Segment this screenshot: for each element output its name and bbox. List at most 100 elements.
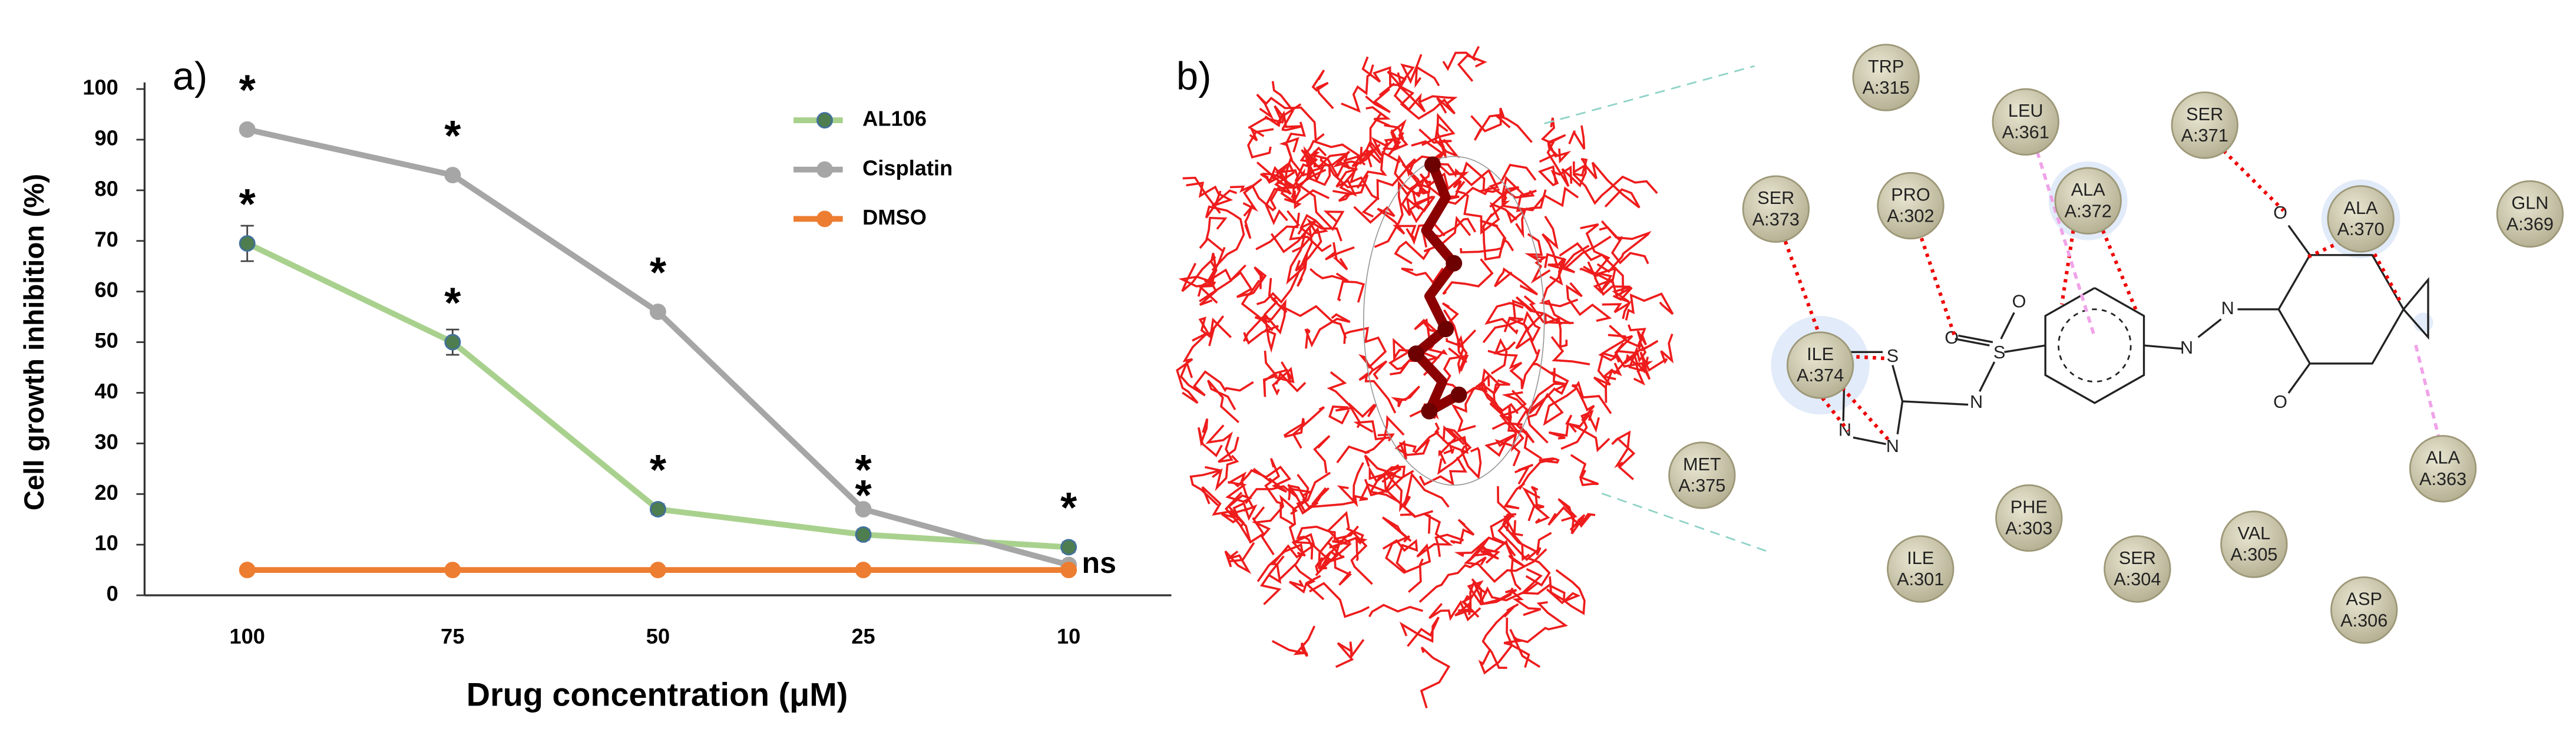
protein-backbone: [1228, 471, 1255, 511]
protein-backbone: [1337, 475, 1387, 507]
residue: [1887, 535, 1955, 603]
protein-backbone: [1550, 371, 1569, 395]
residue-name: ALA: [2344, 198, 2378, 218]
y-tick-label: 90: [94, 126, 118, 150]
data-point: [1060, 539, 1077, 556]
protein-backbone: [1494, 114, 1533, 143]
y-tick-label: 60: [94, 278, 118, 302]
protein-backbone: [1361, 54, 1423, 86]
protein-backbone: [1546, 151, 1588, 187]
atom-label: S: [1887, 346, 1899, 366]
protein-backbone: [1428, 600, 1482, 622]
residue-id: A:363: [2419, 469, 2466, 489]
residue-id: A:375: [1678, 476, 1725, 496]
protein-backbone: [1311, 462, 1364, 508]
residue-name: SER: [2186, 104, 2223, 124]
protein-backbone: [1229, 264, 1274, 332]
hydrogen-bond: [2216, 143, 2285, 212]
protein-backbone: [1506, 206, 1527, 239]
x-tick-label: 10: [1057, 624, 1080, 648]
data-point: [444, 334, 461, 351]
protein-backbone: [1550, 336, 1590, 365]
residue: [1992, 88, 2059, 156]
residue: [1668, 441, 1736, 509]
y-tick-label: 50: [94, 328, 118, 352]
protein-backbone: [1311, 70, 1334, 110]
protein-backbone: [1327, 510, 1357, 545]
protein-backbone: [1525, 532, 1552, 587]
protein-backbone: [1271, 296, 1347, 339]
protein-backbone: [1518, 457, 1560, 490]
significance-label: *: [444, 112, 461, 160]
protein-backbone: [1514, 463, 1534, 485]
protein-backbone: [1482, 213, 1514, 261]
protein-backbone: [1541, 274, 1563, 302]
protein-backbone: [1384, 124, 1404, 143]
x-axis-label: Drug concentration (μM): [467, 677, 848, 713]
protein-backbone: [1547, 506, 1592, 535]
protein-backbone: [1611, 430, 1636, 480]
protein-backbone: [1394, 216, 1471, 265]
y-tick-label: 10: [94, 531, 118, 555]
protein-backbone: [1559, 242, 1633, 301]
protein-backbone: [1343, 327, 1387, 371]
data-point: [650, 562, 666, 579]
legend-label: Cisplatin: [862, 156, 953, 180]
protein-backbone: [1527, 486, 1545, 522]
residue: [2409, 435, 2477, 503]
legend-marker: [816, 210, 833, 227]
x-tick-label: 100: [229, 624, 264, 648]
y-tick-label: 70: [94, 227, 118, 251]
data-point: [650, 501, 666, 517]
protein-backbone: [1480, 368, 1519, 414]
legend-label: AL106: [862, 107, 927, 131]
bond: [1902, 400, 1969, 406]
protein-backbone: [1304, 313, 1351, 348]
bond: [1958, 334, 1993, 344]
residue-name: PRO: [1891, 184, 1930, 205]
residue-name: ILE: [1907, 548, 1934, 568]
protein-backbone: [1451, 373, 1490, 433]
protein-backbone: [1510, 532, 1530, 562]
protein-backbone: [1573, 161, 1641, 209]
protein-backbone: [1572, 161, 1658, 205]
significance-label: *: [650, 446, 667, 494]
protein-backbone: [1262, 350, 1293, 397]
protein-backbone: [1368, 604, 1424, 618]
residue: [2327, 185, 2395, 253]
protein-backbone: [1305, 147, 1363, 173]
protein-backbone: [1271, 625, 1316, 657]
residue-name: ILE: [1807, 344, 1834, 364]
protein-backbone: [1286, 219, 1318, 287]
protein-backbone: [1568, 125, 1586, 150]
protein-backbone: [1546, 140, 1572, 164]
bond: [2004, 344, 2046, 353]
hydrogen-bond: [1835, 380, 1891, 442]
protein-backbone: [1299, 140, 1363, 170]
protein-backbone: [1411, 140, 1499, 193]
legend-marker: [816, 112, 833, 129]
protein-backbone: [1336, 415, 1405, 464]
protein-backbone: [1414, 302, 1459, 339]
data-point: [855, 526, 872, 543]
protein-backbone: [1206, 380, 1240, 424]
protein-backbone: [1391, 385, 1420, 407]
protein-backbone: [1248, 103, 1302, 129]
panel-label: a): [173, 54, 208, 98]
protein-backbone: [1365, 106, 1391, 127]
residue: [2171, 91, 2238, 159]
bond: [1979, 361, 1996, 392]
protein-backbone: [1489, 176, 1547, 213]
protein-backbone: [1385, 535, 1422, 593]
protein-backbone: [1224, 542, 1255, 575]
protein-backbone: [1179, 360, 1254, 397]
protein-backbone: [1579, 266, 1617, 292]
protein-backbone: [1229, 178, 1262, 212]
protein-backbone: [1264, 458, 1294, 526]
protein-backbone: [1490, 338, 1516, 375]
data-point: [1060, 562, 1077, 579]
residue-id: A:371: [2181, 126, 2228, 146]
protein-backbone: [1599, 226, 1649, 265]
y-tick-label: 80: [94, 176, 118, 200]
